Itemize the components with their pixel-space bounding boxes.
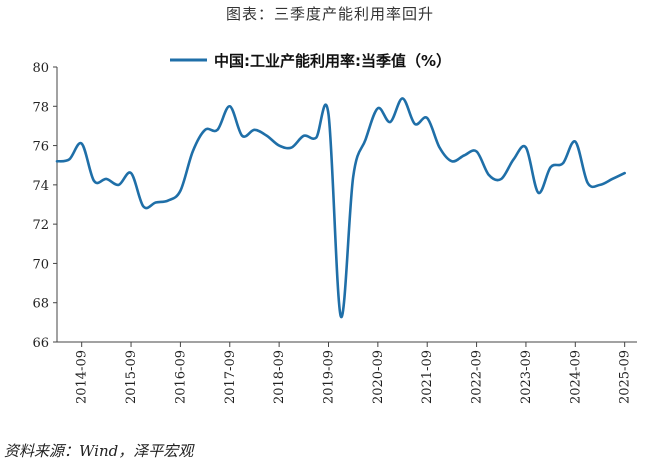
y-tick-label: 78	[32, 100, 49, 115]
y-tick-label: 66	[32, 336, 49, 351]
y-tick-label: 80	[32, 61, 49, 76]
legend-label: 中国:工业产能利用率:当季值（%）	[214, 52, 451, 70]
series-line-0	[55, 97, 626, 318]
series-layer	[55, 97, 626, 318]
x-axis-ticks: 2014-09 2015-09 2016-09 2017-09 2018-09 2019-…	[75, 342, 633, 404]
figure-title: 图表：三季度产能利用率回升	[225, 5, 434, 23]
x-tick-label: 2019-09	[321, 350, 336, 404]
source-note: 资料来源：Wind，泽平宏观	[4, 442, 194, 460]
y-axis-ticks: 66 68 70 72 74 76 78 80	[32, 61, 57, 351]
x-tick-label: 2025-09	[618, 350, 633, 404]
legend: 中国:工业产能利用率:当季值（%）	[170, 52, 451, 70]
chart-axes	[56, 67, 637, 343]
y-tick-label: 70	[32, 257, 49, 272]
x-tick-label: 2016-09	[173, 350, 188, 404]
y-tick-label: 76	[32, 140, 49, 155]
y-tick-label: 72	[32, 218, 49, 233]
x-tick-label: 2014-09	[75, 350, 90, 404]
x-tick-label: 2024-09	[568, 350, 583, 404]
y-tick-label: 68	[32, 297, 49, 312]
x-tick-label: 2022-09	[470, 350, 485, 404]
x-tick-label: 2015-09	[124, 350, 139, 404]
x-tick-label: 2020-09	[371, 350, 386, 404]
x-tick-label: 2017-09	[223, 350, 238, 404]
x-tick-label: 2023-09	[519, 350, 534, 404]
y-tick-label: 74	[32, 179, 49, 194]
x-tick-label: 2018-09	[272, 350, 287, 404]
x-tick-label: 2021-09	[420, 350, 435, 404]
